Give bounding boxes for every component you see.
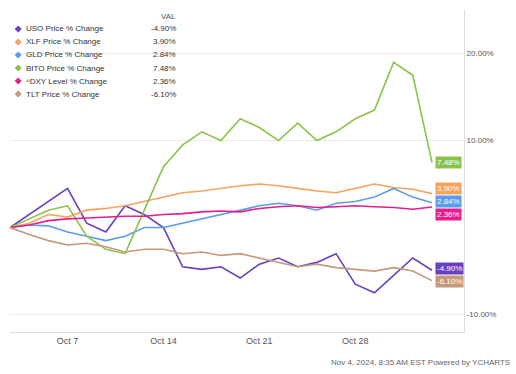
svg-text:Oct 14: Oct 14 (150, 336, 177, 346)
svg-text:-4.90%: -4.90% (151, 24, 176, 33)
svg-text:10.00%: 10.00% (467, 136, 494, 145)
svg-text:XLF Price % Change: XLF Price % Change (26, 37, 101, 46)
svg-text:2.84%: 2.84% (437, 197, 460, 206)
svg-text:USO Price % Change: USO Price % Change (26, 24, 104, 33)
svg-text:3.90%: 3.90% (153, 37, 176, 46)
svg-text:Oct 28: Oct 28 (342, 336, 369, 346)
svg-text:BITO Price % Change: BITO Price % Change (26, 64, 105, 73)
svg-text:7.48%: 7.48% (437, 158, 460, 167)
svg-text:3.90%: 3.90% (437, 184, 460, 193)
svg-text:^DXY Level % Change: ^DXY Level % Change (26, 77, 108, 86)
svg-text:Nov 4, 2024, 8:35 AM EST Power: Nov 4, 2024, 8:35 AM EST Powered by YCHA… (331, 358, 510, 367)
svg-text:-4.90%: -4.90% (437, 264, 462, 273)
svg-text:-6.10%: -6.10% (437, 277, 462, 286)
svg-text:20.00%: 20.00% (467, 49, 494, 58)
svg-text:GLD Price % Change: GLD Price % Change (26, 50, 103, 59)
svg-text:TLT Price % Change: TLT Price % Change (26, 90, 100, 99)
svg-text:VAL: VAL (161, 12, 176, 21)
svg-text:2.36%: 2.36% (153, 77, 176, 86)
svg-text:-10.00%: -10.00% (467, 310, 497, 319)
svg-text:2.84%: 2.84% (153, 50, 176, 59)
svg-text:-6.10%: -6.10% (151, 90, 176, 99)
svg-text:7.48%: 7.48% (153, 64, 176, 73)
svg-text:Oct 21: Oct 21 (246, 336, 273, 346)
svg-text:2.36%: 2.36% (437, 210, 460, 219)
svg-text:Oct 7: Oct 7 (57, 336, 79, 346)
